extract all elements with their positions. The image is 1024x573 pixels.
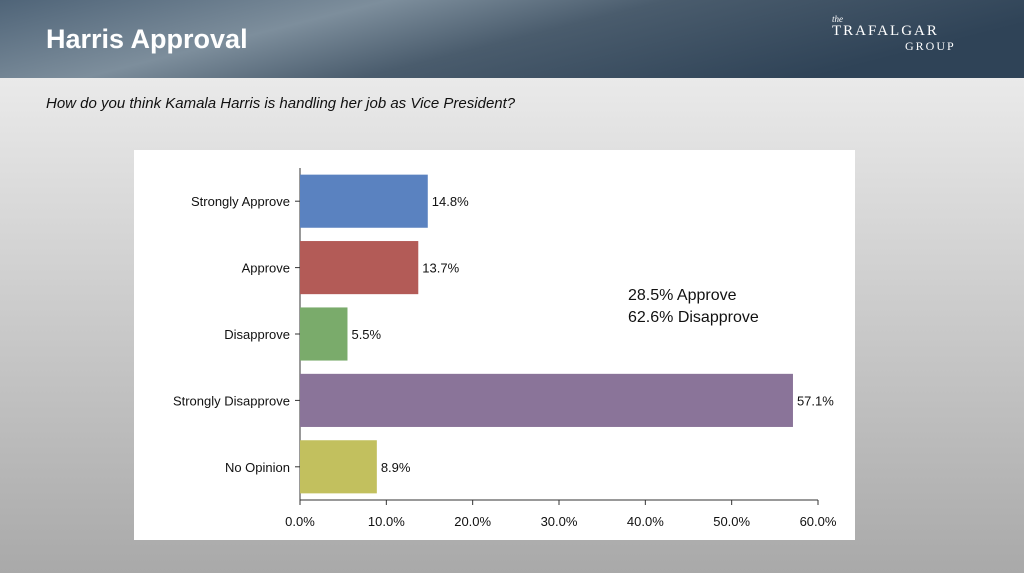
bar bbox=[300, 373, 793, 427]
plot: 0.0% 10.0% 20.0% 30.0% 40.0% 50.0% 60.0% Strong… bbox=[173, 168, 837, 529]
y-tick-label: Disapprove bbox=[224, 327, 290, 342]
value-label: 5.5% bbox=[351, 327, 381, 342]
value-label: 13.7% bbox=[422, 261, 459, 276]
value-label: 8.9% bbox=[381, 460, 411, 475]
chart-panel bbox=[134, 150, 855, 540]
bar bbox=[300, 307, 348, 361]
annotation: 28.5% Approve bbox=[628, 287, 737, 304]
value-label: 57.1% bbox=[797, 393, 834, 408]
x-tick-label: 60.0% bbox=[800, 514, 837, 529]
y-tick-label: Approve bbox=[242, 261, 290, 276]
bar bbox=[300, 174, 428, 228]
y-tick-label: Strongly Disapprove bbox=[173, 393, 290, 408]
y-tick-label: Strongly Approve bbox=[191, 194, 290, 209]
logo-top: TRAFALGAR bbox=[832, 23, 939, 39]
value-label: 14.8% bbox=[432, 194, 469, 209]
slide-title: Harris Approval bbox=[46, 24, 248, 54]
bar bbox=[300, 241, 419, 295]
bar bbox=[300, 440, 377, 494]
annotation: 62.6% Disapprove bbox=[628, 309, 759, 326]
x-tick-label: 0.0% bbox=[285, 514, 315, 529]
header-band bbox=[0, 0, 1024, 78]
logo-bottom: GROUP bbox=[905, 39, 956, 53]
x-tick-label: 30.0% bbox=[541, 514, 578, 529]
logo-small: the bbox=[832, 14, 843, 24]
x-tick-label: 10.0% bbox=[368, 514, 405, 529]
x-tick-label: 40.0% bbox=[627, 514, 664, 529]
x-tick-label: 50.0% bbox=[713, 514, 750, 529]
y-tick-label: No Opinion bbox=[225, 460, 290, 475]
x-tick-label: 20.0% bbox=[454, 514, 491, 529]
subtitle: How do you think Kamala Harris is handli… bbox=[46, 95, 516, 112]
